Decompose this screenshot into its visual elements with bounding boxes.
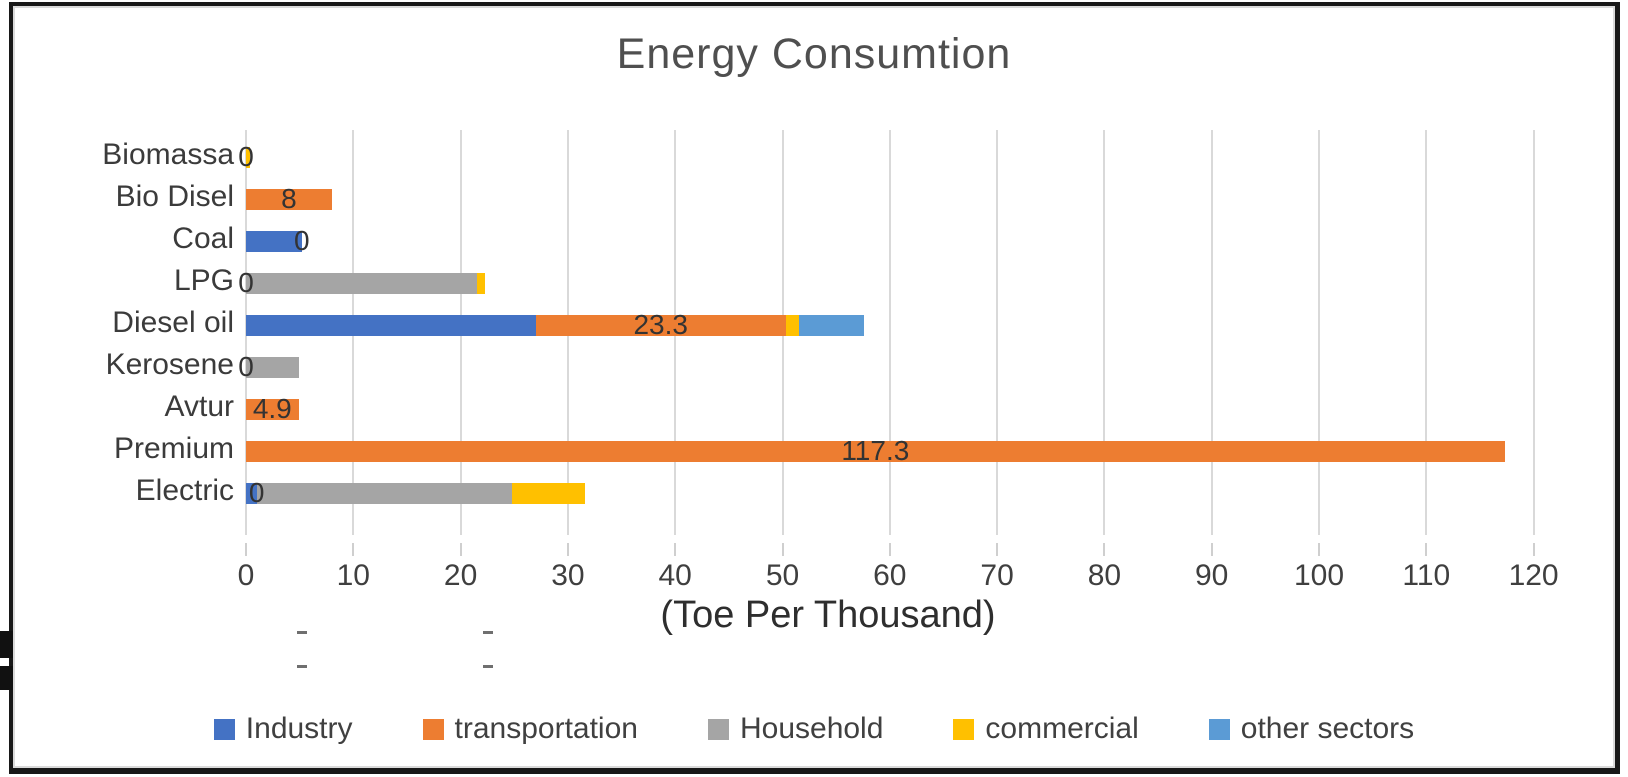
gridline bbox=[1210, 130, 1213, 535]
x-tickmark bbox=[1425, 543, 1428, 556]
gridline bbox=[1532, 130, 1535, 535]
stray-dash bbox=[483, 665, 493, 668]
stray-dash bbox=[297, 665, 307, 668]
y-category-label: LPG bbox=[173, 264, 234, 297]
bar-segment-industry bbox=[246, 230, 302, 252]
x-tickmark bbox=[352, 543, 355, 556]
legend-label: commercial bbox=[985, 712, 1139, 745]
bar-segment-transportation bbox=[535, 314, 786, 336]
y-category-label: Avtur bbox=[164, 390, 234, 423]
x-tickmark bbox=[888, 543, 891, 556]
y-category-label: Coal bbox=[172, 222, 234, 255]
gridline bbox=[1103, 130, 1106, 535]
bar-segment-commercial bbox=[246, 146, 251, 168]
chart-legend: Industry transportation Household commercia… bbox=[0, 712, 1628, 746]
bar-data-label: 8 bbox=[281, 183, 297, 214]
x-tickmark bbox=[674, 543, 677, 556]
chart-title: Energy Consumtion bbox=[616, 30, 1012, 78]
legend-label: Industry bbox=[245, 712, 353, 745]
gridline bbox=[888, 130, 891, 535]
legend-item-commercial: commercial bbox=[953, 712, 1139, 746]
legend-swatch bbox=[953, 718, 975, 740]
legend-swatch bbox=[213, 718, 235, 740]
x-tick-label: 20 bbox=[443, 559, 478, 592]
bar-data-label: 23.3 bbox=[633, 309, 688, 340]
legend-item-household: Household bbox=[707, 712, 884, 746]
y-category-label: Diesel oil bbox=[112, 306, 234, 339]
bar-segment-commercial bbox=[476, 272, 486, 294]
bar-segment-commercial bbox=[512, 482, 586, 504]
left-edge-mark bbox=[0, 631, 13, 658]
legend-label: Household bbox=[739, 712, 884, 745]
gridline bbox=[1318, 130, 1320, 535]
bar-segment-household bbox=[256, 482, 513, 504]
x-tick-label: 90 bbox=[1195, 559, 1229, 592]
x-tick-label: 50 bbox=[765, 559, 800, 592]
x-tick-label: 80 bbox=[1087, 559, 1122, 592]
bar-segment-household bbox=[246, 356, 299, 378]
x-tickmark bbox=[566, 543, 569, 556]
y-category-label: Bio Disel bbox=[115, 180, 234, 213]
x-tickmark bbox=[1103, 543, 1106, 556]
bar-segment-industry bbox=[246, 482, 257, 504]
bar-data-label: 0 bbox=[238, 141, 254, 172]
x-tick-label: 110 bbox=[1402, 559, 1451, 592]
bar-segment-commercial bbox=[785, 314, 799, 336]
y-category-label: Biomassa bbox=[102, 138, 234, 171]
x-tick-label: 40 bbox=[658, 559, 692, 592]
y-category-label: Premium bbox=[113, 432, 234, 465]
x-tickmark bbox=[459, 543, 462, 556]
bar-data-label: 0 bbox=[293, 225, 310, 256]
x-tickmark bbox=[1210, 543, 1213, 556]
legend-label: transportation bbox=[454, 712, 638, 745]
bar-segment-household bbox=[246, 272, 477, 294]
bar-data-label: 117.3 bbox=[841, 435, 910, 466]
x-tick-label: 0 bbox=[237, 559, 255, 592]
x-tick-label: 10 bbox=[336, 559, 370, 592]
x-tick-label: 30 bbox=[551, 559, 585, 592]
bar-data-label: 0 bbox=[248, 477, 265, 508]
legend-item-industry: Industry bbox=[213, 712, 353, 746]
bar-segment-industry bbox=[246, 314, 536, 336]
stray-dash bbox=[297, 631, 307, 634]
x-tickmark bbox=[245, 543, 247, 556]
left-edge-mark bbox=[0, 666, 13, 690]
y-category-label: Kerosene bbox=[105, 348, 234, 381]
legend-item-other-sectors: other sectors bbox=[1208, 712, 1415, 746]
bar-segment-transportation bbox=[246, 188, 332, 210]
bar-segment-transportation bbox=[246, 440, 1505, 462]
x-tick-label: 120 bbox=[1508, 559, 1559, 592]
bar-segment-transportation bbox=[246, 398, 299, 420]
x-axis-title: (Toe Per Thousand) bbox=[660, 594, 996, 636]
legend-swatch bbox=[422, 718, 444, 740]
legend-item-transportation: transportation bbox=[422, 712, 638, 746]
y-category-label: Electric bbox=[135, 474, 234, 507]
x-tick-label: 70 bbox=[980, 559, 1014, 592]
gridline bbox=[996, 130, 999, 535]
bar-data-label: 4.9 bbox=[252, 393, 292, 424]
x-tickmark bbox=[781, 543, 784, 556]
legend-label: other sectors bbox=[1240, 712, 1415, 745]
bar-data-label: 0 bbox=[238, 267, 254, 298]
gridline bbox=[1425, 130, 1428, 535]
x-tickmark bbox=[1318, 543, 1320, 556]
legend-swatch bbox=[1208, 718, 1230, 740]
x-tickmark bbox=[1532, 543, 1535, 556]
x-tickmark bbox=[996, 543, 999, 556]
bar-segment-other-sectors bbox=[798, 314, 865, 336]
x-tick-label: 60 bbox=[873, 559, 907, 592]
legend-swatch bbox=[707, 718, 729, 740]
stray-dash bbox=[483, 631, 493, 634]
bar-data-label: 0 bbox=[238, 351, 254, 382]
x-tick-label: 100 bbox=[1293, 559, 1345, 592]
